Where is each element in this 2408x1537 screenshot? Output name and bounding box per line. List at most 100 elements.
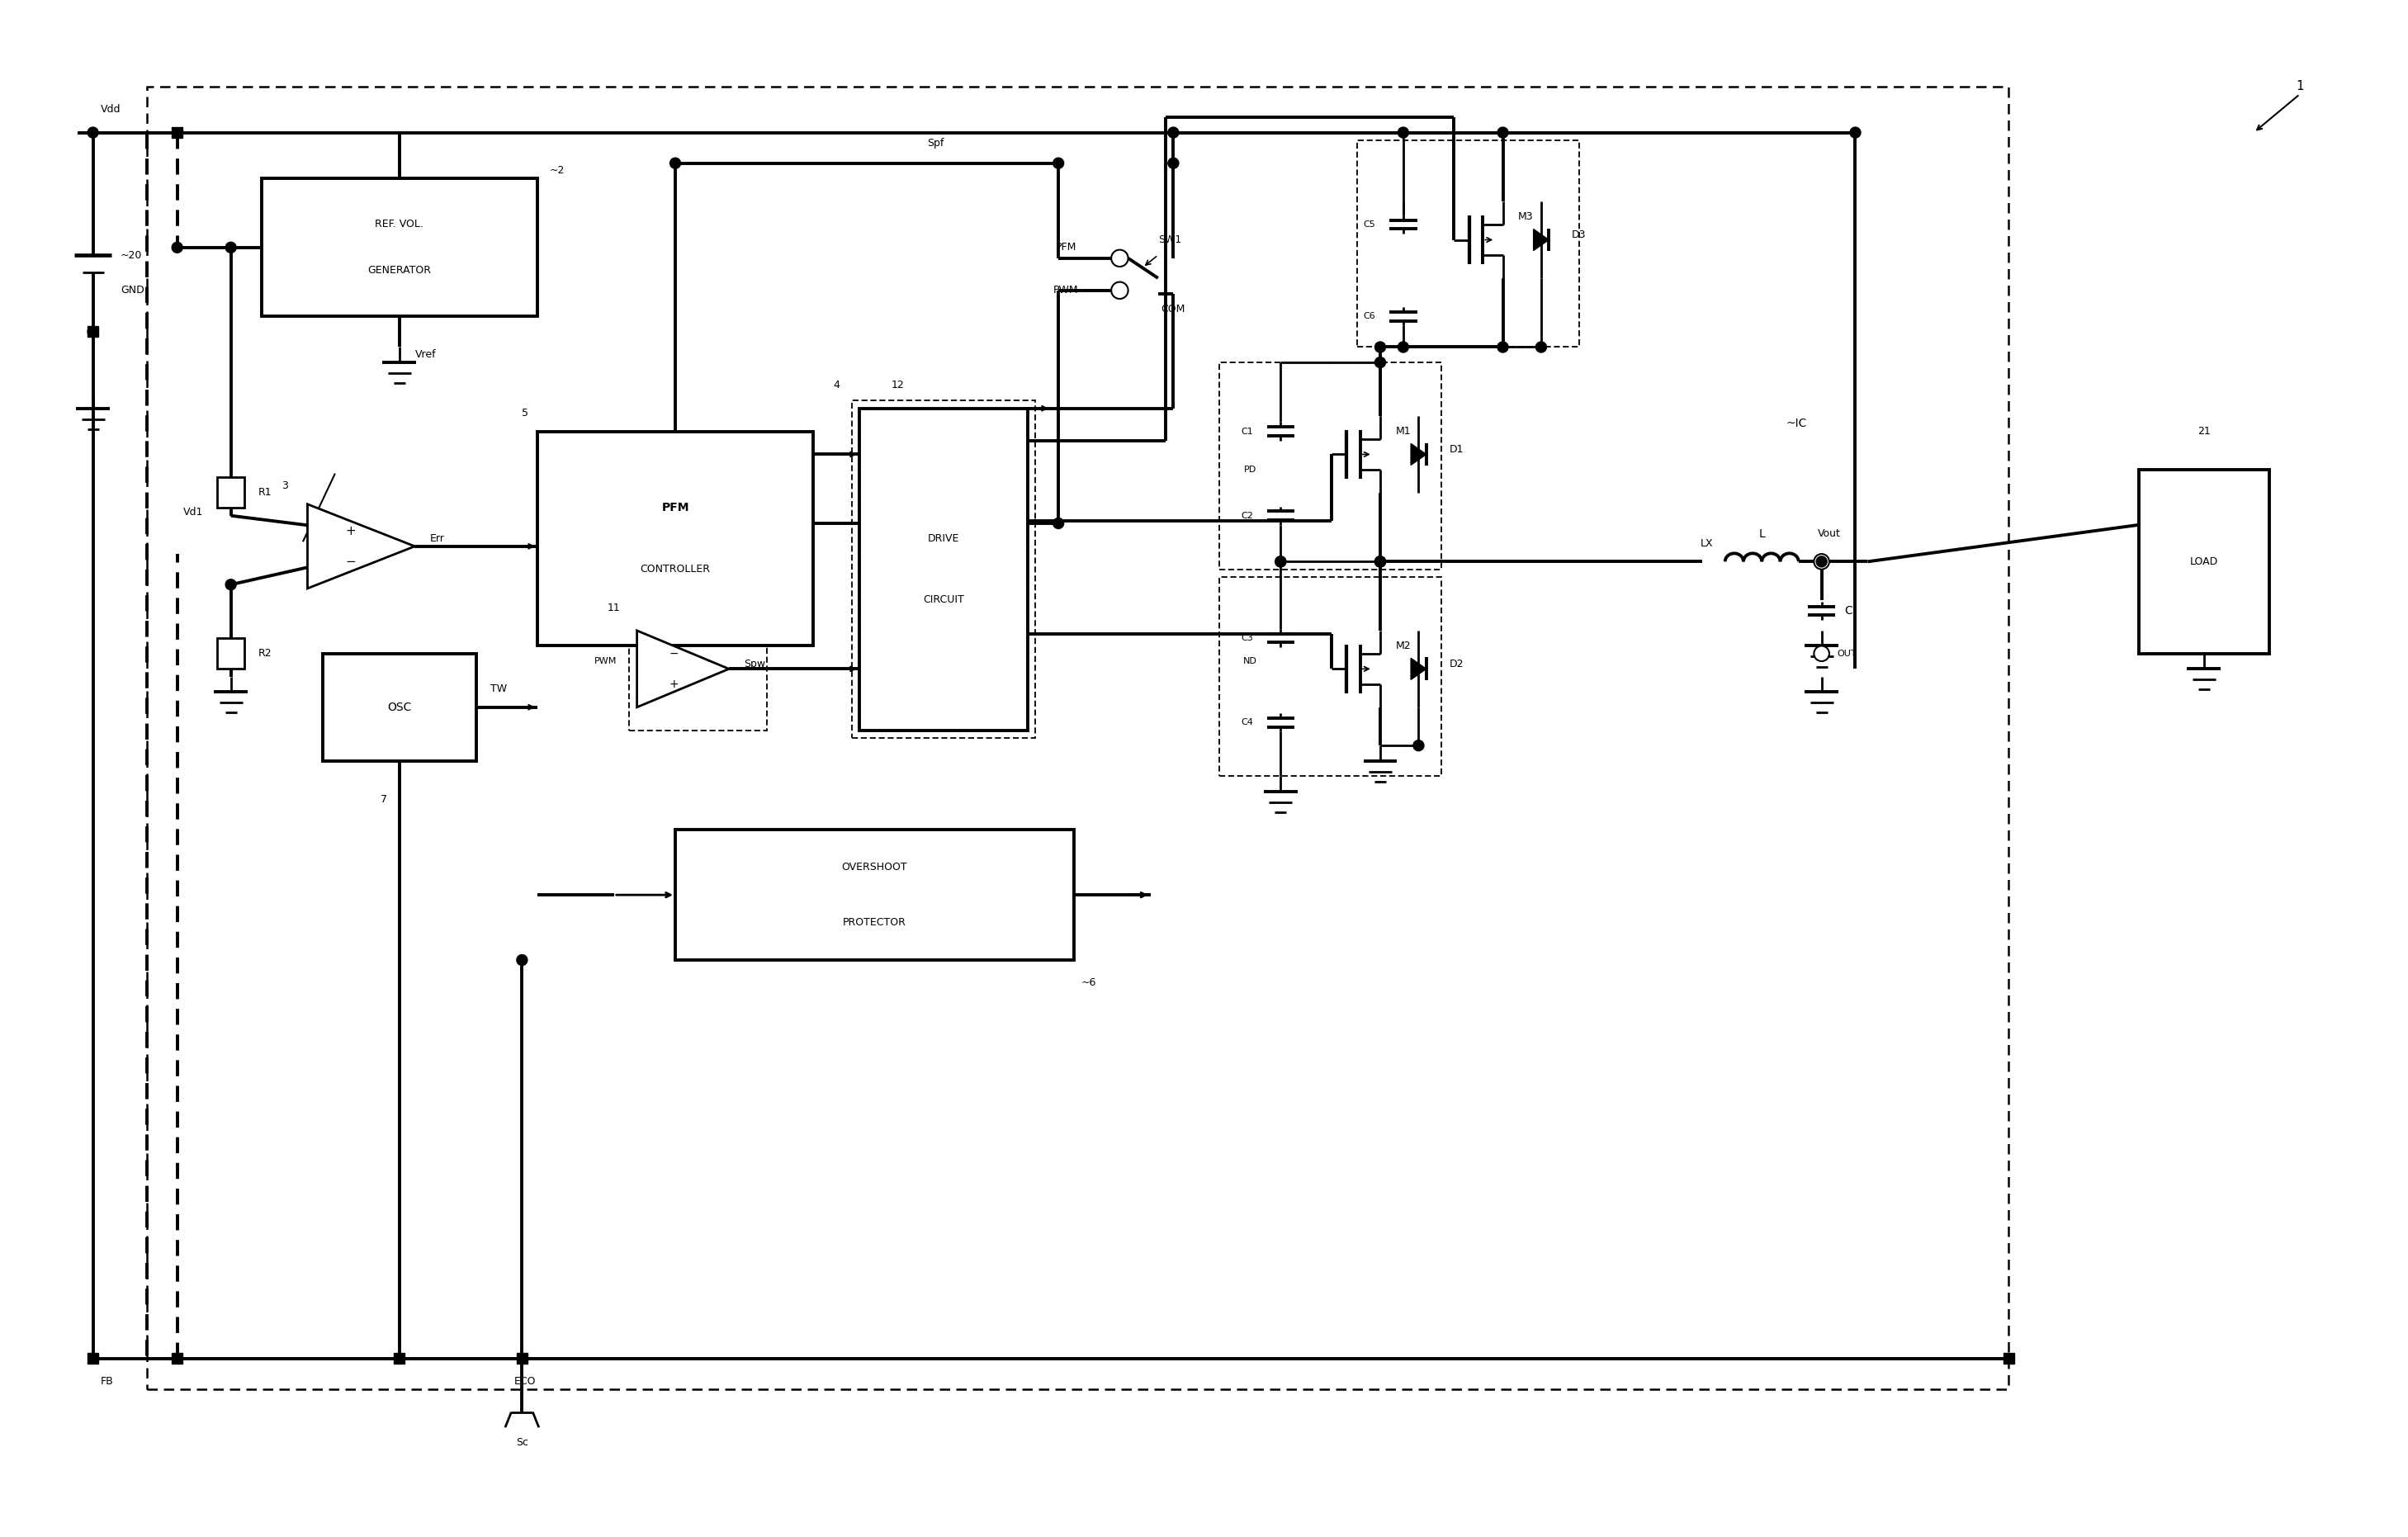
Circle shape	[518, 954, 527, 965]
Bar	[852, 401, 1035, 738]
Text: +: +	[669, 678, 679, 690]
Circle shape	[1498, 341, 1507, 352]
Polygon shape	[1411, 658, 1426, 679]
Text: OVERSHOOT: OVERSHOOT	[843, 862, 908, 873]
Text: LOAD: LOAD	[2189, 556, 2218, 567]
Circle shape	[669, 158, 681, 169]
Bar	[1358, 140, 1580, 347]
Text: 11: 11	[607, 603, 621, 613]
Circle shape	[1413, 741, 1423, 752]
Bar	[860, 409, 1028, 730]
Text: GND: GND	[120, 284, 144, 295]
Text: Spw: Spw	[744, 659, 766, 670]
Text: ~20: ~20	[120, 251, 142, 260]
Text: M1: M1	[1397, 426, 1411, 437]
Circle shape	[171, 243, 183, 254]
Circle shape	[226, 579, 236, 590]
Text: COM: COM	[1161, 303, 1185, 314]
Text: C3: C3	[1240, 635, 1252, 642]
Circle shape	[1110, 281, 1127, 298]
Circle shape	[1375, 357, 1385, 367]
Bar	[1218, 576, 1442, 776]
Circle shape	[1399, 128, 1409, 138]
Text: D2: D2	[1450, 659, 1464, 670]
Circle shape	[1276, 556, 1286, 567]
Text: CIRCUIT: CIRCUIT	[922, 595, 963, 606]
Text: 12: 12	[891, 380, 903, 390]
Polygon shape	[638, 630, 730, 707]
Text: −: −	[344, 555, 356, 567]
Text: DRIVE: DRIVE	[927, 533, 958, 544]
Text: +: +	[344, 526, 356, 538]
Text: Vd1: Vd1	[183, 507, 202, 518]
Text: Vout: Vout	[1818, 529, 1840, 539]
Text: D1: D1	[1450, 444, 1464, 455]
Text: M3: M3	[1517, 212, 1534, 223]
Text: 4: 4	[833, 380, 840, 390]
Text: D3: D3	[1572, 231, 1587, 241]
Bar	[87, 1353, 99, 1363]
Text: ~IC: ~IC	[1787, 418, 1808, 429]
Text: 3: 3	[282, 481, 287, 492]
Text: M2: M2	[1397, 641, 1411, 652]
Text: OUT: OUT	[1837, 650, 1857, 658]
Bar	[537, 432, 814, 646]
Text: C: C	[1845, 606, 1852, 616]
Circle shape	[1816, 556, 1828, 567]
Bar	[1218, 363, 1442, 569]
Text: Sc: Sc	[515, 1437, 527, 1448]
Text: C1: C1	[1240, 427, 1252, 435]
Text: C6: C6	[1363, 312, 1375, 321]
Text: ECO: ECO	[515, 1376, 537, 1386]
Text: 21: 21	[2199, 426, 2211, 437]
Circle shape	[1813, 553, 1830, 569]
Text: OSC: OSC	[388, 701, 412, 713]
Circle shape	[1813, 646, 1830, 661]
Text: −: −	[669, 647, 679, 659]
Circle shape	[1168, 128, 1178, 138]
Text: Err: Err	[431, 533, 445, 544]
Text: SW1: SW1	[1158, 235, 1182, 246]
Circle shape	[1536, 341, 1546, 352]
Text: Vdd: Vdd	[101, 105, 120, 115]
Circle shape	[87, 326, 99, 337]
Circle shape	[1276, 556, 1286, 567]
Circle shape	[87, 128, 99, 138]
Circle shape	[1849, 128, 1861, 138]
Text: 7: 7	[380, 793, 388, 804]
Bar	[628, 576, 768, 730]
Circle shape	[1498, 128, 1507, 138]
Text: C5: C5	[1363, 220, 1375, 229]
Polygon shape	[1534, 229, 1548, 251]
Text: GENERATOR: GENERATOR	[368, 264, 431, 275]
Text: 1: 1	[2295, 80, 2304, 92]
Circle shape	[1375, 556, 1385, 567]
Bar	[87, 326, 99, 337]
Circle shape	[1168, 158, 1178, 169]
Bar	[147, 86, 2008, 1389]
Text: PROTECTOR: PROTECTOR	[843, 918, 905, 928]
Circle shape	[1375, 341, 1385, 352]
Bar	[2138, 470, 2268, 653]
Circle shape	[1052, 518, 1064, 529]
Polygon shape	[1411, 444, 1426, 466]
Text: PFM: PFM	[1055, 243, 1076, 254]
Text: LX: LX	[1700, 538, 1712, 549]
Bar	[171, 1353, 183, 1363]
Circle shape	[1110, 251, 1127, 266]
Bar	[217, 478, 246, 509]
Text: Vref: Vref	[414, 349, 436, 360]
Text: 5: 5	[523, 407, 527, 418]
Bar	[323, 653, 477, 761]
Text: L: L	[1758, 529, 1765, 539]
Bar	[518, 1353, 527, 1363]
Bar	[674, 830, 1074, 961]
Text: R1: R1	[258, 487, 272, 498]
Text: PD: PD	[1243, 466, 1257, 473]
Text: PFM: PFM	[662, 503, 689, 513]
Circle shape	[1052, 158, 1064, 169]
Bar	[262, 178, 537, 317]
Text: ~2: ~2	[549, 166, 566, 177]
Polygon shape	[308, 504, 414, 589]
Text: Spf: Spf	[927, 138, 944, 149]
